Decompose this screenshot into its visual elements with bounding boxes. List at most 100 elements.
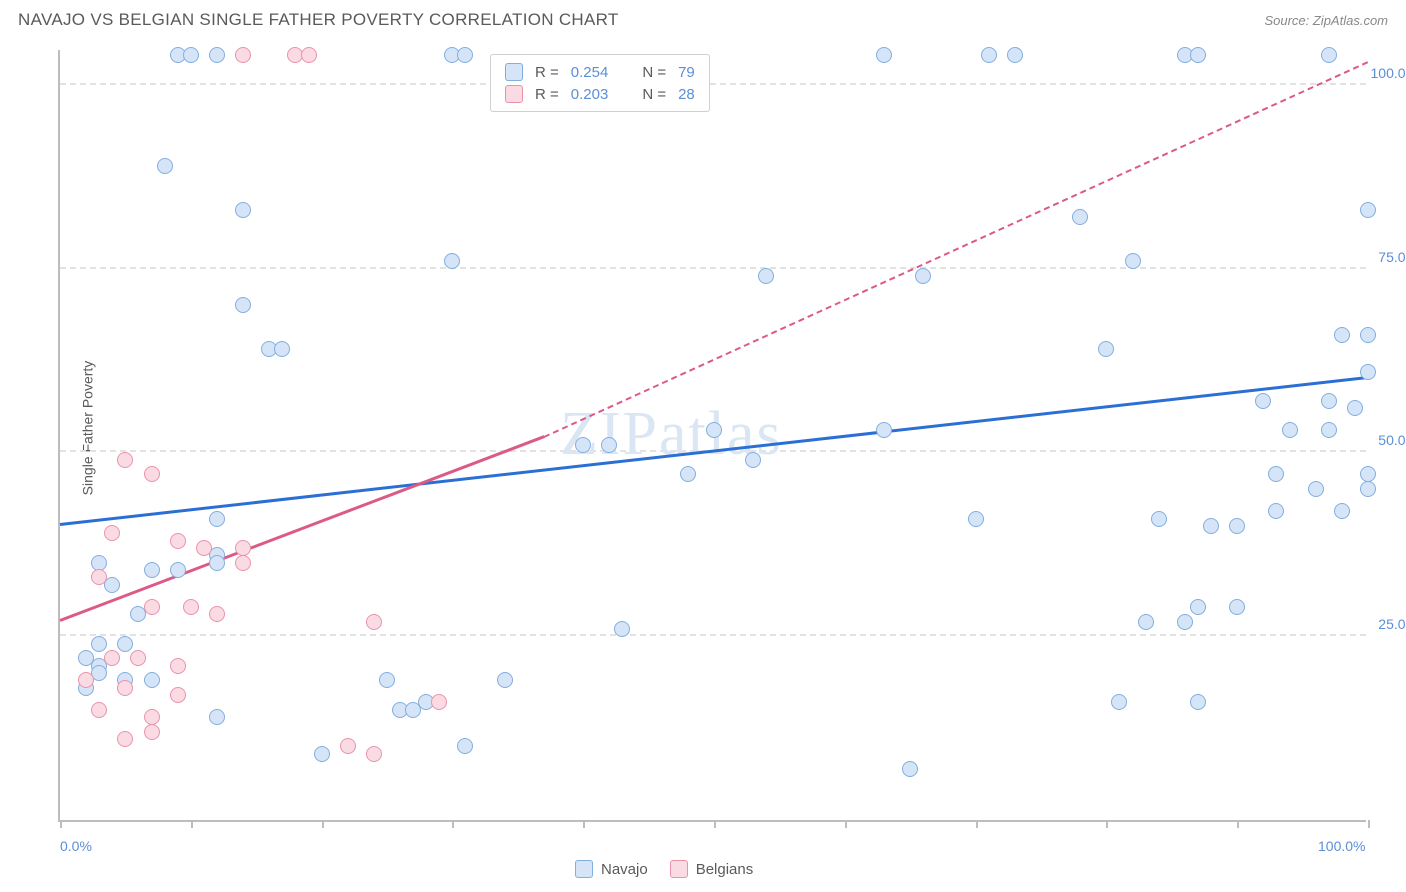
data-point <box>117 731 133 747</box>
data-point <box>497 672 513 688</box>
data-point <box>876 47 892 63</box>
data-point <box>1360 466 1376 482</box>
data-point <box>601 437 617 453</box>
x-tick <box>191 820 193 828</box>
source-attribution: Source: ZipAtlas.com <box>1264 13 1388 28</box>
data-point <box>981 47 997 63</box>
data-point <box>1334 503 1350 519</box>
series-legend: Navajo Belgians <box>575 860 753 878</box>
data-point <box>1268 466 1284 482</box>
data-point <box>170 533 186 549</box>
data-point <box>706 422 722 438</box>
stat-value: 79 <box>678 64 695 81</box>
data-point <box>1190 599 1206 615</box>
data-point <box>104 650 120 666</box>
x-tick <box>1106 820 1108 828</box>
data-point <box>144 599 160 615</box>
data-point <box>915 268 931 284</box>
data-point <box>457 738 473 754</box>
data-point <box>366 746 382 762</box>
data-point <box>1007 47 1023 63</box>
x-tick <box>976 820 978 828</box>
data-point <box>1360 202 1376 218</box>
data-point <box>902 761 918 777</box>
x-tick <box>60 820 62 828</box>
scatter-chart: 25.0%50.0%75.0%100.0%0.0%100.0%ZIPatlas <box>58 50 1366 822</box>
data-point <box>1360 327 1376 343</box>
data-point <box>614 621 630 637</box>
data-point <box>209 47 225 63</box>
data-point <box>1203 518 1219 534</box>
data-point <box>1334 327 1350 343</box>
data-point <box>1138 614 1154 630</box>
data-point <box>1072 209 1088 225</box>
data-point <box>170 658 186 674</box>
legend-swatch <box>670 860 688 878</box>
data-point <box>170 687 186 703</box>
data-point <box>235 540 251 556</box>
gridline <box>60 267 1366 269</box>
data-point <box>144 672 160 688</box>
chart-title: NAVAJO VS BELGIAN SINGLE FATHER POVERTY … <box>18 10 619 30</box>
data-point <box>444 253 460 269</box>
data-point <box>117 680 133 696</box>
stats-row: R = 0.203N = 28 <box>505 83 695 105</box>
data-point <box>1321 47 1337 63</box>
data-point <box>144 562 160 578</box>
data-point <box>209 606 225 622</box>
data-point <box>1190 694 1206 710</box>
stat-label: R = <box>535 64 559 81</box>
data-point <box>144 709 160 725</box>
stats-row: R = 0.254 N = 79 <box>505 61 695 83</box>
data-point <box>431 694 447 710</box>
data-point <box>1098 341 1114 357</box>
legend-swatch <box>505 63 523 81</box>
data-point <box>758 268 774 284</box>
data-point <box>130 650 146 666</box>
data-point <box>91 555 107 571</box>
data-point <box>104 525 120 541</box>
x-tick <box>845 820 847 828</box>
y-tick-label: 50.0% <box>1378 432 1406 448</box>
data-point <box>144 724 160 740</box>
x-tick <box>714 820 716 828</box>
y-tick-label: 75.0% <box>1378 249 1406 265</box>
data-point <box>144 466 160 482</box>
data-point <box>117 636 133 652</box>
data-point <box>183 47 199 63</box>
data-point <box>117 452 133 468</box>
x-tick-label: 100.0% <box>1318 838 1365 854</box>
data-point <box>1308 481 1324 497</box>
data-point <box>235 202 251 218</box>
data-point <box>209 511 225 527</box>
stat-value: 0.254 <box>571 64 609 81</box>
data-point <box>379 672 395 688</box>
data-point <box>340 738 356 754</box>
x-tick-label: 0.0% <box>60 838 92 854</box>
x-tick <box>452 820 454 828</box>
data-point <box>274 341 290 357</box>
stat-label: N = <box>642 64 666 81</box>
legend-label: Navajo <box>601 861 648 878</box>
data-point <box>1229 599 1245 615</box>
data-point <box>1229 518 1245 534</box>
data-point <box>301 47 317 63</box>
data-point <box>1360 481 1376 497</box>
data-point <box>575 437 591 453</box>
data-point <box>157 158 173 174</box>
legend-item: Belgians <box>670 860 754 878</box>
legend-swatch <box>505 85 523 103</box>
x-tick <box>1237 820 1239 828</box>
data-point <box>876 422 892 438</box>
stat-value: 28 <box>678 86 695 103</box>
data-point <box>1347 400 1363 416</box>
data-point <box>235 297 251 313</box>
trend-line <box>544 61 1369 438</box>
data-point <box>235 47 251 63</box>
data-point <box>1255 393 1271 409</box>
legend-swatch <box>575 860 593 878</box>
data-point <box>1360 364 1376 380</box>
gridline <box>60 83 1366 85</box>
data-point <box>366 614 382 630</box>
data-point <box>1190 47 1206 63</box>
